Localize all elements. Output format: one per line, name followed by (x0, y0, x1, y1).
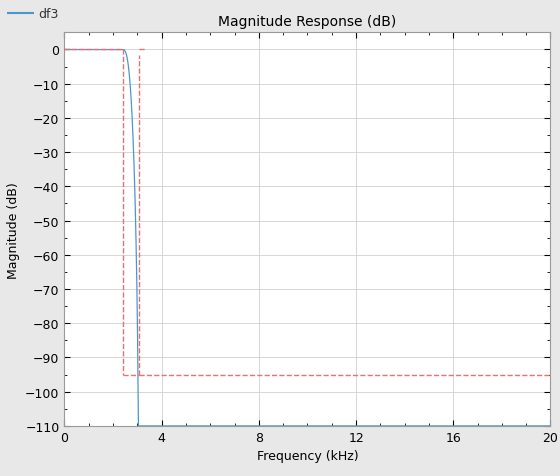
Y-axis label: Magnitude (dB): Magnitude (dB) (7, 181, 20, 278)
Title: Magnitude Response (dB): Magnitude Response (dB) (218, 15, 396, 30)
X-axis label: Frequency (kHz): Frequency (kHz) (256, 449, 358, 462)
Text: df3: df3 (38, 8, 58, 21)
